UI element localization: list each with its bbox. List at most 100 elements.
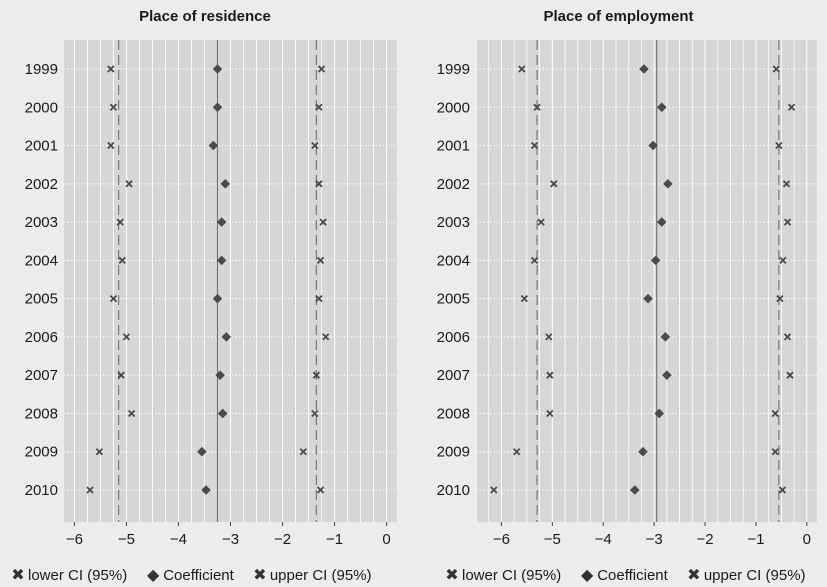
x-tick-label: 0 [803, 531, 811, 548]
coefficient-point [212, 102, 223, 113]
lower-ci-point [520, 294, 528, 303]
chart-svg-employment: 1999 2000 2001 2002 2003 2004 2005 2006 2007 2008… [437, 40, 817, 548]
x-mark-icon: ✖ [445, 567, 459, 584]
y-tick-label: 2003 [25, 214, 58, 231]
x-tick-label: −1 [747, 531, 764, 548]
x-mark-icon: ✖ [687, 567, 701, 584]
x-mark-icon: ✖ [253, 567, 267, 584]
legend-item-coefficient: ◆ Coefficient [143, 565, 234, 585]
coefficient-point [656, 217, 667, 227]
x-tick-label: −3 [646, 531, 663, 548]
lower-ci-point [117, 371, 125, 379]
lower-ci-point [533, 103, 541, 111]
coefficient-point [629, 485, 640, 495]
coefficient-point [663, 179, 673, 189]
x-tick-label: −4 [595, 531, 612, 548]
y-tick-label: 2005 [437, 291, 470, 308]
upper-ci-point [779, 256, 787, 265]
lower-ci-point [86, 486, 94, 494]
x-tick-label: −3 [222, 531, 239, 548]
legend-item-lower-ci: ✖ lower CI (95%) [8, 565, 127, 585]
coefficient-point [212, 293, 223, 304]
upper-ci-point [786, 371, 794, 379]
coefficient-point [656, 102, 667, 113]
coefficient-point [660, 332, 671, 342]
legend-item-coefficient: ◆ Coefficient [577, 565, 668, 585]
coefficient-point [212, 64, 223, 74]
legend-label: Coefficient [597, 566, 668, 584]
coefficient-point [216, 255, 227, 266]
diamond-icon: ◆ [581, 567, 594, 584]
lower-ci-point [530, 141, 539, 150]
lower-ci-point [107, 141, 115, 150]
y-tick-label: 2002 [25, 176, 58, 193]
upper-ci-point [315, 103, 323, 111]
lower-ci-point [109, 294, 118, 303]
y-tick-label: 2000 [25, 99, 58, 116]
upper-ci-point [311, 409, 319, 418]
lower-ci-point [125, 180, 133, 188]
y-tick-label: 2000 [437, 99, 470, 116]
lower-ci-point [490, 486, 498, 494]
y-tick-label: 2007 [437, 367, 470, 384]
y-tick-label: 2008 [437, 405, 470, 422]
lower-ci-point [546, 371, 554, 379]
upper-ci-point [316, 256, 325, 265]
panel-title: Place of employment [543, 8, 694, 25]
upper-ci-point [322, 333, 330, 341]
upper-ci-point [299, 448, 307, 456]
coefficient-point [216, 217, 227, 227]
y-tick-label: 2005 [25, 291, 58, 308]
lower-ci-point [128, 409, 136, 418]
legend-item-upper-ci: ✖ upper CI (95%) [250, 565, 371, 585]
coefficient-point [648, 140, 658, 151]
legend-label: lower CI (95%) [28, 566, 128, 584]
y-tick-label: 2010 [437, 482, 470, 499]
upper-ci-point [315, 180, 323, 188]
y-tick-label: 2006 [437, 329, 470, 346]
y-tick-label: 2004 [25, 252, 58, 269]
lower-ci-point [116, 218, 124, 226]
x-tick-label: −5 [118, 531, 135, 548]
legend-label: upper CI (95%) [703, 566, 806, 584]
coefficient-point [208, 140, 219, 151]
legend-label: Coefficient [163, 566, 234, 584]
panel-employment: Place of employment 1999 2000 2001 2002 2003… [410, 0, 827, 560]
y-tick-label: 2007 [25, 367, 58, 384]
upper-ci-point [775, 141, 783, 150]
upper-ci-point [776, 294, 784, 303]
x-tick-label: 0 [382, 531, 390, 548]
lower-ci-point [109, 103, 118, 111]
upper-ci-point [771, 448, 779, 456]
coefficient-point [220, 179, 231, 189]
upper-ci-point [783, 218, 792, 226]
coefficient-point [217, 408, 228, 419]
x-tick-label: −5 [544, 531, 561, 548]
lower-ci-point [122, 333, 131, 341]
lower-ci-point [107, 65, 115, 73]
lower-ci-point [537, 218, 545, 226]
y-tick-label: 1999 [437, 61, 470, 78]
lower-ci-point [95, 448, 104, 456]
y-tick-label: 2004 [437, 252, 470, 269]
x-tick-label: −6 [66, 531, 83, 548]
upper-ci-point [778, 486, 787, 494]
y-tick-label: 2003 [437, 214, 470, 231]
lower-ci-point [118, 256, 126, 265]
y-tick-label: 2008 [25, 405, 58, 422]
x-tick-label: −2 [696, 531, 713, 548]
lower-ci-point [550, 180, 558, 188]
y-tick-label: 2009 [437, 444, 470, 461]
upper-ci-point [312, 371, 320, 379]
y-tick-label: 2009 [25, 444, 58, 461]
lower-ci-point [518, 65, 526, 73]
upper-ci-point [771, 409, 779, 418]
coefficient-point [221, 332, 232, 342]
y-tick-label: 2006 [25, 329, 58, 346]
y-tick-label: 1999 [25, 61, 58, 78]
upper-ci-point [319, 218, 327, 226]
coefficient-point [215, 370, 225, 380]
upper-ci-point [311, 141, 319, 150]
legend-employment: ✖ lower CI (95%) ◆ Coefficient ✖ upper C… [442, 564, 806, 586]
diamond-icon: ◆ [147, 567, 160, 584]
